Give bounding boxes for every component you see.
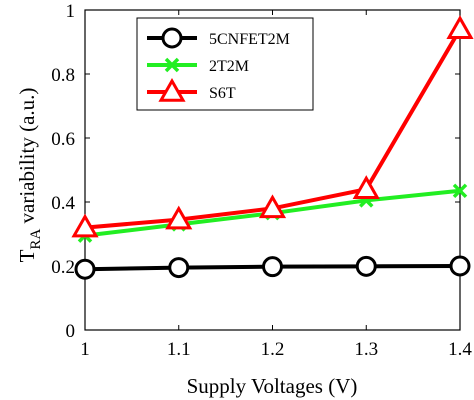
y-tick-label: 1 <box>66 1 76 22</box>
y-tick-label: 0 <box>66 321 76 342</box>
data-point-5cnfet2m <box>449 255 471 277</box>
y-tick-label: 0.6 <box>51 129 75 150</box>
data-point-5cnfet2m <box>168 257 190 279</box>
x-tick-label: 1.4 <box>448 339 472 360</box>
x-tick-label: 1.1 <box>167 339 191 360</box>
series-layer <box>71 15 474 280</box>
legend-marker-5cnfet2m <box>161 27 183 49</box>
x-tick-label: 1 <box>80 339 90 360</box>
series-5cnfet2m <box>74 255 471 280</box>
x-axis-label: Supply Voltages (V) <box>187 374 358 398</box>
data-point-s6t <box>258 194 287 219</box>
legend-entry-2t2m: 2T2M <box>147 57 249 75</box>
legend-entry-s6t: S6T <box>147 77 236 102</box>
data-point-s6t <box>165 205 193 230</box>
data-point-5cnfet2m <box>74 258 96 280</box>
y-tick-label: 0.4 <box>51 193 75 214</box>
legend-label-5cnfet2m: 5CNFET2M <box>209 31 290 48</box>
series-s6t <box>71 15 474 238</box>
data-point-s6t <box>446 15 474 39</box>
data-point-5cnfet2m <box>355 255 377 277</box>
axis-ticks: 1 1.1 1.2 1.3 1.4 0 0.2 0.4 0.6 0.8 1 <box>51 1 472 360</box>
y-tick-label: 0.8 <box>51 65 75 86</box>
x-tick-label: 1.3 <box>354 339 378 360</box>
data-point-s6t <box>71 213 99 238</box>
y-axis-label-subscript: RA <box>28 229 44 250</box>
data-point-2t2m <box>452 183 468 199</box>
legend-marker-2t2m <box>164 57 180 73</box>
y-axis-label-rest: variability (a.u.) <box>15 88 39 229</box>
x-tick-label: 1.2 <box>261 339 285 360</box>
y-tick-label: 0.2 <box>51 257 75 278</box>
legend-label-s6t: S6T <box>209 85 236 102</box>
data-point-s6t <box>352 175 380 199</box>
legend-marker-s6t <box>158 77 186 102</box>
legend-label-2t2m: 2T2M <box>209 58 249 75</box>
data-point-5cnfet2m <box>262 256 283 278</box>
legend: 5CNFET2M 2T2M S6T <box>136 17 314 111</box>
legend-entry-5cnfet2m: 5CNFET2M <box>147 27 290 49</box>
y-axis-label-main: T <box>15 249 39 262</box>
y-axis-label: TRA variability (a.u.) <box>15 88 44 263</box>
